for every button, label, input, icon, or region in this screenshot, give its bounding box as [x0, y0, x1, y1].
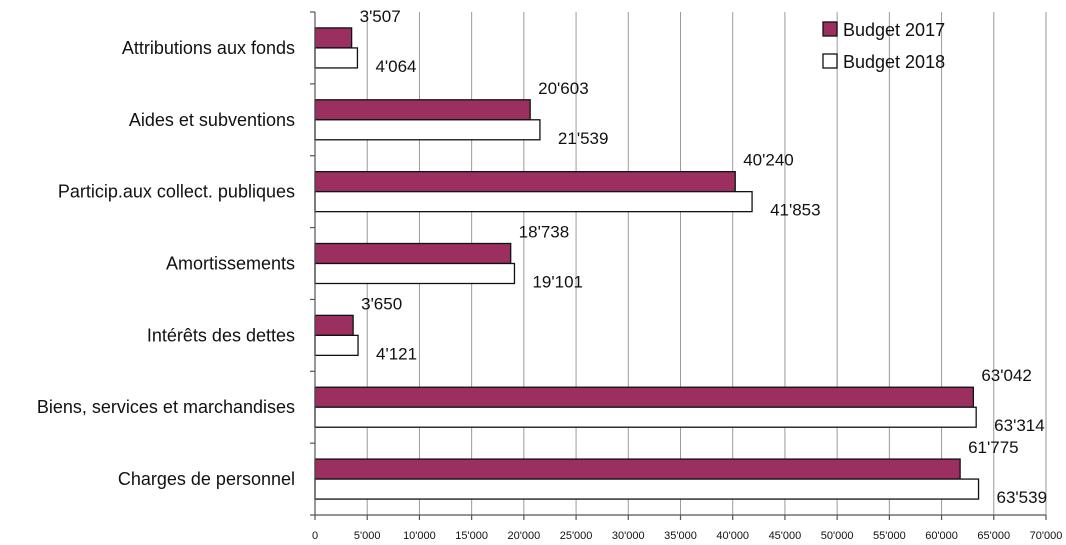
bar-budget-2017	[314, 170, 736, 193]
category-labels: Attributions aux fonds Aides et subventio…	[37, 38, 295, 489]
bar-budget-2017	[314, 386, 974, 408]
bar-budget-2017	[314, 99, 531, 121]
bar-budget-2017	[314, 314, 354, 337]
value-label: 4'064	[375, 57, 416, 76]
value-label: 20'603	[538, 79, 589, 98]
gridlines	[366, 12, 1047, 515]
x-tick-labels: 0 5'000 10'000 15'000 20'000 25'000 30'000 35'0…	[312, 530, 1062, 542]
x-tick-label: 25'000	[560, 530, 593, 542]
legend-swatch-2018	[822, 53, 838, 69]
category-label: Biens, services et marchandises	[37, 397, 295, 417]
value-label: 3'507	[360, 7, 401, 26]
legend-swatch-2017	[822, 21, 838, 37]
category-label: Intérêts des dettes	[147, 325, 295, 345]
category-label: Amortissements	[166, 254, 295, 274]
bar-budget-2018	[314, 478, 980, 500]
value-label: 4'121	[376, 344, 417, 363]
value-label: 63'042	[981, 366, 1032, 385]
x-tick-label: 55'000	[873, 530, 906, 542]
value-label: 61'775	[968, 438, 1019, 457]
legend-label: Budget 2017	[843, 20, 945, 40]
bar-budget-2017	[314, 242, 512, 265]
category-label: Charges de personnel	[118, 469, 295, 489]
x-tick-label: 20'000	[508, 530, 541, 542]
axes	[310, 11, 1047, 520]
x-tick-label: 0	[312, 530, 318, 542]
x-tick-label: 10'000	[403, 530, 436, 542]
value-label: 3'650	[361, 294, 402, 313]
bars	[314, 27, 980, 500]
value-label: 63'314	[994, 416, 1045, 435]
x-tick-label: 70'000	[1030, 530, 1063, 542]
value-labels: 3'507 4'064 20'603 21'539 40'240 41'853 18'738…	[360, 7, 1047, 507]
value-label: 21'539	[558, 129, 609, 148]
bar-budget-2018	[314, 334, 359, 357]
bar-budget-2017	[314, 458, 961, 480]
bar-budget-2018	[314, 262, 516, 285]
x-tick-label: 35'000	[664, 530, 697, 542]
x-tick-label: 65'000	[977, 530, 1010, 542]
x-tick-label: 45'000	[769, 530, 802, 542]
x-tick-label: 50'000	[821, 530, 854, 542]
legend-label: Budget 2018	[843, 52, 945, 72]
bar-budget-2017	[314, 27, 353, 49]
x-tick-label: 5'000	[354, 530, 381, 542]
bar-budget-2018	[314, 47, 359, 69]
category-label: Aides et subventions	[129, 110, 295, 130]
value-label: 40'240	[743, 151, 794, 170]
bar-budget-2018	[314, 119, 541, 141]
value-label: 18'738	[519, 223, 570, 242]
bar-budget-2018	[314, 406, 977, 428]
x-tick-label: 30'000	[612, 530, 645, 542]
category-label: Attributions aux fonds	[122, 38, 295, 58]
value-label: 19'101	[532, 273, 583, 292]
category-label: Particip.aux collect. publiques	[58, 182, 295, 202]
x-tick-label: 40'000	[716, 530, 749, 542]
x-tick-label: 15'000	[455, 530, 488, 542]
value-label: 41'853	[770, 201, 821, 220]
x-tick-label: 60'000	[925, 530, 958, 542]
bar-budget-2018	[314, 190, 753, 213]
legend: Budget 2017 Budget 2018	[822, 20, 945, 72]
value-label: 63'539	[997, 488, 1048, 507]
